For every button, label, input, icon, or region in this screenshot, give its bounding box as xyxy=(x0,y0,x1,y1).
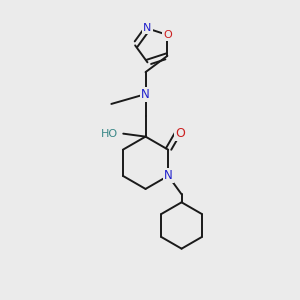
Text: O: O xyxy=(176,127,185,140)
Text: HO: HO xyxy=(101,129,118,139)
Text: N: N xyxy=(143,23,152,33)
Text: N: N xyxy=(141,88,150,100)
Text: O: O xyxy=(163,30,172,40)
Text: N: N xyxy=(164,169,172,182)
